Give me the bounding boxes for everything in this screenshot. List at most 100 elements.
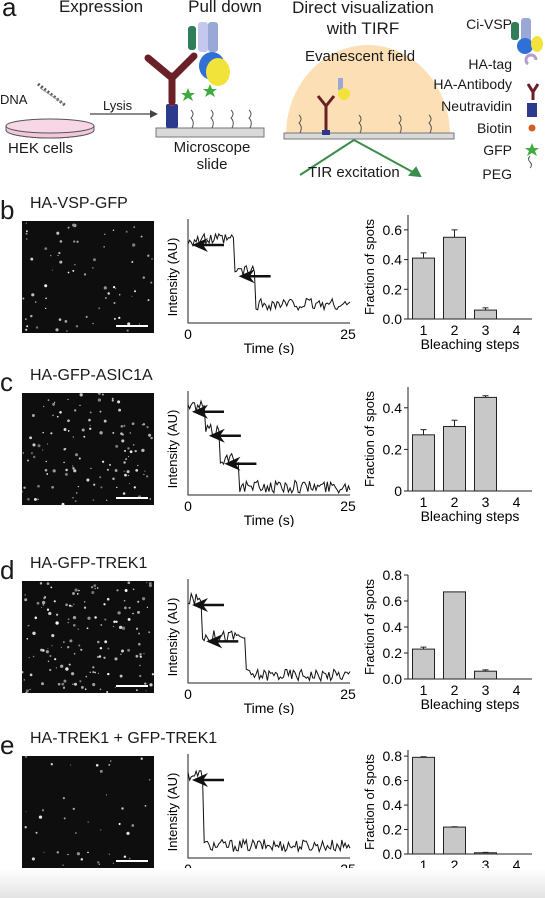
dna-label: DNA: [0, 92, 28, 107]
legend-item-ci-vsp: Ci-VSP: [466, 16, 512, 32]
trace-tick-0: 0: [184, 686, 192, 702]
y-tick-label: 0.6: [383, 222, 403, 238]
trace-tick-25: 25: [340, 326, 356, 342]
x-tick-label: 1: [420, 857, 428, 873]
evanescent-field-label: Evanescent field: [305, 48, 416, 65]
tirf-image: [21, 391, 154, 506]
error-bar: [451, 419, 458, 427]
lysis-label: Lysis: [103, 98, 133, 113]
expression-header: Expression: [58, 0, 144, 16]
intensity-trace: Intensity (AU) 0 25 Time (s): [165, 391, 356, 527]
tirf-image: [22, 221, 154, 333]
legend-icons: [511, 18, 543, 169]
trace-ylabel: Intensity (AU): [165, 598, 180, 677]
construct-title: HA-GFP-TREK1: [30, 555, 148, 572]
x-tick-label: 3: [482, 322, 490, 338]
step-arrow: [206, 634, 239, 649]
legend-item-ha-antibody: HA-Antibody: [433, 76, 512, 92]
bar-ylabel: Fraction of spots: [362, 578, 377, 675]
tirf-image: [21, 581, 155, 695]
legend-item-neutravidin: Neutravidin: [441, 98, 512, 114]
error-bar: [420, 252, 427, 259]
trace-xlabel: Time (s): [244, 340, 295, 355]
bar-xlabel: Bleaching steps: [421, 508, 520, 524]
trace-xlabel: Time (s): [244, 700, 295, 715]
intensity-trace: Intensity (AU) 0 25 Time (s): [165, 579, 356, 715]
x-tick-label: 4: [513, 494, 521, 510]
panel-letter-c: c: [0, 367, 13, 397]
step-arrow: [192, 238, 224, 252]
scale-bar: [116, 325, 148, 327]
bar: [474, 670, 497, 680]
peg-chains: [190, 109, 252, 129]
y-tick-label: 0.4: [383, 400, 403, 416]
x-tick-label: 4: [513, 857, 521, 873]
panel-letter-e: e: [0, 730, 15, 760]
trace-line: [188, 591, 351, 683]
x-tick-label: 2: [451, 322, 459, 338]
legend-item-peg: PEG: [482, 166, 512, 182]
error-bar: [451, 229, 458, 238]
legend-item-biotin: Biotin: [476, 120, 512, 136]
intensity-trace: Intensity (AU) 0 25 Time (s): [165, 219, 356, 355]
y-tick-label: 0.2: [383, 281, 403, 297]
antibody-y: [144, 52, 198, 106]
panel-a-schematic: [5, 18, 543, 178]
step-arrow: [192, 404, 224, 419]
x-tick-label: 2: [451, 682, 459, 698]
tir-excitation-lines: [299, 139, 422, 178]
panel-letter-d: d: [0, 555, 15, 585]
y-tick-label: 0.4: [383, 252, 403, 268]
bar: [443, 236, 466, 320]
trace-axes: [187, 391, 350, 496]
bar-xlabel: Bleaching steps: [421, 336, 520, 352]
gfp-star-2: [203, 84, 217, 97]
trace-axes: [187, 754, 350, 859]
microscope-slide-label: Microscope slide: [173, 139, 251, 173]
x-tick-label: 2: [451, 494, 459, 510]
trace-ylabel: Intensity (AU): [165, 773, 180, 852]
cell-dish-icon: [5, 118, 95, 139]
scale-bar: [116, 860, 148, 862]
microscope-slide-icon: [155, 127, 265, 138]
trace-tick-0: 0: [184, 326, 192, 342]
trace-tick-0: 0: [184, 498, 192, 514]
bar: [412, 756, 435, 855]
trace-tick-25: 25: [340, 498, 356, 514]
y-tick-label: 0.2: [383, 645, 403, 661]
error-bar: [420, 646, 427, 650]
trace-axes: [187, 579, 350, 684]
step-arrow: [192, 598, 224, 612]
bar-ylabel: Fraction of spots: [362, 218, 377, 315]
scale-bar: [116, 685, 148, 687]
bar-xlabel: Bleaching steps: [421, 696, 520, 712]
x-tick-label: 4: [513, 682, 521, 698]
step-arrow: [192, 773, 224, 787]
x-tick-label: 1: [420, 494, 428, 510]
x-tick-label: 3: [482, 682, 490, 698]
bar: [474, 396, 497, 492]
x-tick-label: 2: [451, 857, 459, 873]
dna-icon: [37, 82, 67, 108]
tir-excitation-label: TIR excitation: [308, 164, 400, 181]
scale-bar: [116, 497, 148, 499]
y-tick-label: 0.0: [383, 311, 403, 327]
error-bar: [482, 669, 489, 672]
y-tick-label: 0.0: [383, 671, 403, 687]
x-tick-label: 1: [420, 322, 428, 338]
trace-tick-25: 25: [340, 686, 356, 702]
trace-xlabel: Time (s): [244, 512, 295, 527]
trace-axes: [187, 219, 350, 324]
neutravidin-block: [166, 104, 178, 128]
lysis-arrow: [90, 110, 158, 118]
visualization-header: Direct visualization with TIRF: [292, 0, 434, 38]
x-tick-label: 1: [420, 682, 428, 698]
error-bar: [482, 395, 489, 398]
error-bar: [482, 307, 489, 311]
step-arrow: [208, 428, 241, 443]
field-antibody: [316, 95, 336, 130]
trace-ylabel: Intensity (AU): [165, 410, 180, 489]
trace-line: [187, 769, 351, 854]
vsp-construct: [188, 22, 230, 86]
